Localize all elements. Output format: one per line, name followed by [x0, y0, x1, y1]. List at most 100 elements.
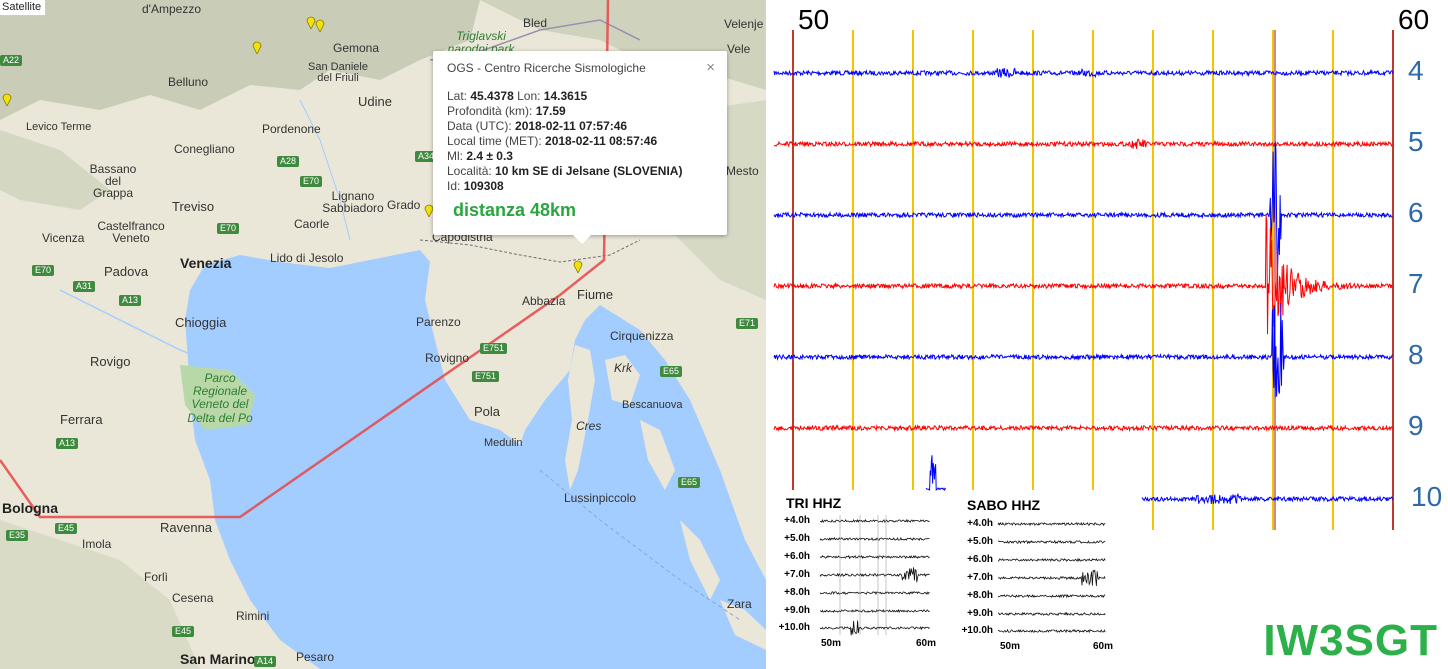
inset-x-start: 50m — [1000, 641, 1021, 652]
tri-inset-trace — [819, 591, 930, 596]
city-label: Rimini — [236, 609, 270, 623]
road-badge: E70 — [300, 176, 323, 187]
inset-row-label: +6.0h — [967, 554, 993, 565]
popup-source-title: OGS - Centro Ricerche Sismologiche — [447, 61, 646, 75]
event-marker-icon[interactable] — [315, 18, 325, 32]
road-badge: A13 — [56, 438, 79, 449]
spike-trace — [925, 455, 947, 492]
hour-trace-8 — [773, 302, 1393, 398]
hour-trace-4 — [773, 67, 1394, 79]
park-label: Parco Regionale Veneto del Delta del Po — [187, 371, 253, 425]
inset-row-label: +7.0h — [967, 572, 993, 583]
inset-x-end: 60m — [916, 638, 937, 649]
city-label: Belluno — [168, 75, 209, 89]
city-label: Vele — [727, 42, 751, 56]
event-marker-icon[interactable] — [424, 203, 434, 217]
inset-row-label: +4.0h — [784, 515, 810, 526]
city-label: Abbazia — [522, 294, 566, 308]
hour-label: 4 — [1408, 55, 1424, 86]
road-badge: E70 — [217, 223, 240, 234]
city-label: Cres — [576, 419, 602, 433]
inset-x-start: 50m — [821, 638, 842, 649]
sabo-inset-trace — [997, 593, 1106, 599]
event-marker-icon[interactable] — [252, 40, 262, 54]
road-badge: E35 — [6, 530, 29, 541]
satellite-toggle-button[interactable]: Satellite — [0, 0, 47, 16]
earthquake-info-popup: × OGS - Centro Ricerche Sismologiche Lat… — [433, 51, 727, 244]
city-label: Lignano Sabbiadoro — [322, 189, 384, 215]
popup-id: Id: 109308 — [447, 179, 504, 193]
city-label: Udine — [358, 94, 392, 109]
tri-inset-trace — [819, 518, 930, 524]
city-label: Pordenone — [262, 122, 321, 136]
hour-trace-7 — [773, 214, 1394, 335]
tri-inset-trace — [819, 620, 930, 636]
city-label: Castelfranco Veneto — [97, 219, 165, 245]
city-label: Padova — [104, 264, 149, 279]
city-label: Parenzo — [416, 315, 461, 329]
road-badge: A31 — [73, 281, 96, 292]
map-view[interactable]: Satellite d'Ampezzo Bled Velenje Gemona … — [0, 0, 766, 669]
city-label: Krk — [614, 361, 632, 375]
tri-inset-trace — [819, 554, 930, 560]
city-label: Mesto — [726, 164, 759, 178]
inset-row-label: +5.0h — [967, 536, 993, 547]
popup-utc-time: Data (UTC): 2018-02-11 07:57:46 — [447, 119, 628, 133]
inset-row-label: +4.0h — [967, 518, 993, 529]
hour-trace-10 — [1141, 492, 1394, 505]
inset-title-sabo: SABO HHZ — [967, 497, 1041, 513]
road-badge: E65 — [678, 477, 701, 488]
hour-label: 7 — [1408, 268, 1424, 299]
inset-row-label: +6.0h — [784, 551, 810, 562]
road-badge: E70 — [32, 265, 55, 276]
hour-trace-6 — [773, 141, 1393, 282]
inset-x-end: 60m — [1093, 641, 1114, 652]
event-marker-icon[interactable] — [2, 92, 12, 106]
city-label: Fiume — [577, 287, 614, 302]
road-badge: E45 — [172, 626, 195, 637]
event-marker-icon[interactable] — [573, 259, 583, 273]
city-label: Conegliano — [174, 142, 235, 156]
inset-row-label: +9.0h — [967, 608, 993, 619]
inset-row-label: +5.0h — [784, 533, 810, 544]
tri-inset-trace — [819, 536, 930, 542]
road-badge: E45 — [55, 523, 78, 534]
sabo-inset-trace — [997, 557, 1106, 563]
road-badge: E751 — [472, 371, 500, 382]
road-badge: A13 — [119, 295, 142, 306]
city-label: d'Ampezzo — [142, 2, 201, 16]
inset-row-label: +10.0h — [961, 625, 993, 636]
close-icon[interactable]: × — [706, 59, 715, 76]
inset-row-label: +10.0h — [778, 622, 810, 633]
road-badge: A28 — [277, 156, 300, 167]
city-label: Treviso — [172, 199, 215, 214]
city-label: Velenje — [724, 17, 764, 31]
popup-local-time: Local time (MET): 2018-02-11 08:57:46 — [447, 134, 658, 148]
minute-end-label: 60 — [1398, 4, 1430, 35]
sabo-inset-trace — [997, 611, 1106, 616]
city-label: Venezia — [180, 255, 232, 271]
city-label: Vicenza — [42, 231, 85, 245]
sabo-inset-trace — [997, 628, 1106, 634]
popup-depth: Profondità (km): 17.59 — [447, 104, 566, 118]
inset-row-label: +7.0h — [784, 569, 810, 580]
road-badge: A22 — [0, 55, 23, 66]
city-label: Gemona — [333, 41, 380, 55]
road-badge: E71 — [736, 318, 759, 329]
tri-inset-trace — [819, 608, 930, 614]
popup-location: Località: 10 km SE di Jelsane (SLOVENIA) — [447, 164, 683, 178]
city-label: Bassano del Grappa — [89, 162, 137, 200]
event-marker-icon[interactable] — [306, 15, 316, 29]
city-label: Lido di Jesolo — [270, 251, 344, 265]
city-label: Cirquenizza — [610, 329, 674, 343]
road-badge: E751 — [480, 343, 508, 354]
sabo-inset-trace — [997, 521, 1106, 527]
road-badge: A34 — [415, 151, 438, 162]
city-label: Caorle — [294, 217, 330, 231]
inset-title-tri: TRI HHZ — [786, 495, 842, 511]
hour-label: 8 — [1408, 339, 1424, 370]
city-label: Bescanuova — [622, 399, 683, 411]
road-badge: A14 — [254, 656, 277, 667]
popup-distance: distanza 48km — [453, 200, 577, 220]
city-label: Cesena — [172, 591, 214, 605]
